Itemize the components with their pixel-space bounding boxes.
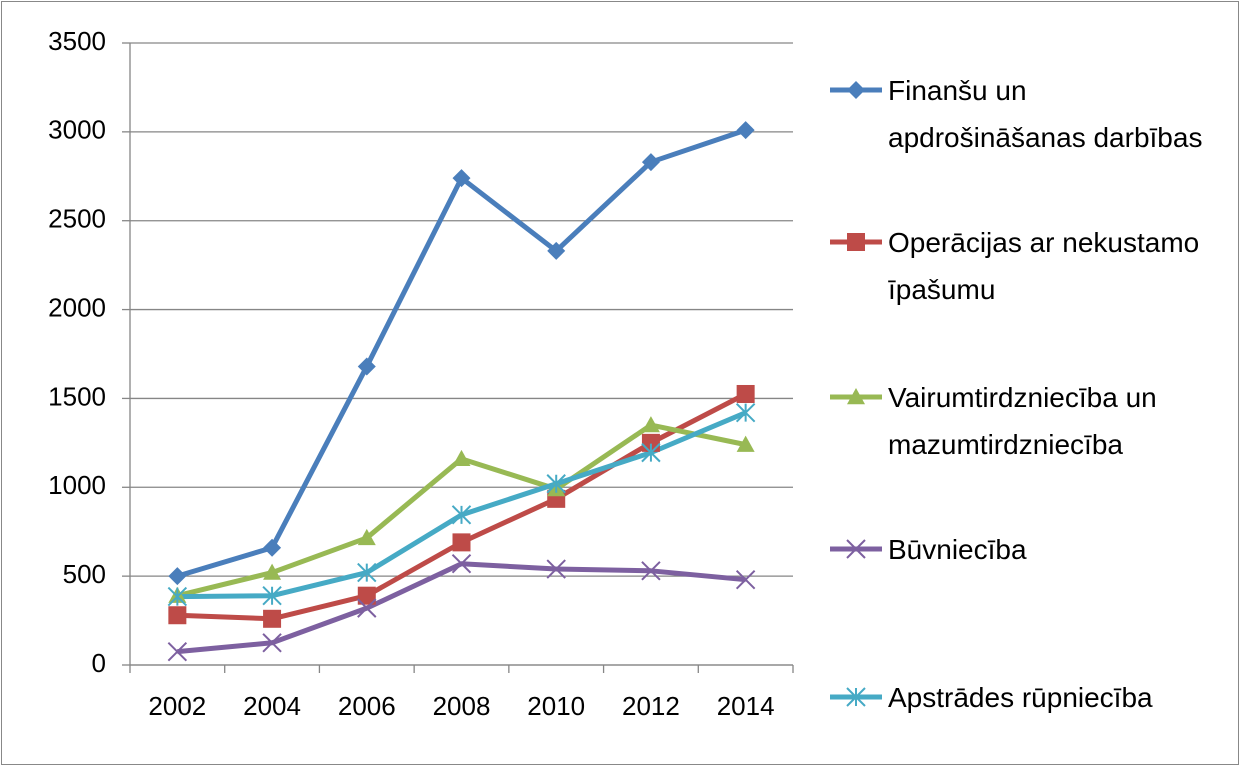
legend-label: Finanšu un apdrošināšanas darbības	[888, 74, 1203, 153]
marker	[641, 153, 660, 172]
marker	[451, 505, 472, 525]
marker-shape	[735, 402, 756, 423]
marker	[357, 528, 376, 546]
y-tick-label: 3500	[48, 26, 106, 56]
marker	[357, 586, 376, 605]
marker	[263, 609, 282, 628]
marker-shape	[546, 559, 566, 579]
marker-shape	[357, 357, 376, 376]
marker-shape	[641, 153, 660, 172]
marker-shape	[847, 81, 865, 99]
marker	[357, 562, 377, 583]
marker	[736, 384, 755, 403]
marker-shape	[357, 562, 377, 583]
legend-label: Apstrādes rūpniecība	[888, 681, 1153, 713]
marker-shape	[846, 539, 866, 559]
marker	[451, 553, 472, 574]
x-tick-label: 2014	[717, 691, 775, 721]
marker	[735, 402, 756, 423]
marker-shape	[451, 553, 472, 574]
marker-shape	[168, 606, 187, 625]
marker	[736, 121, 755, 140]
marker-shape	[262, 585, 282, 606]
x-tick-label: 2010	[527, 691, 585, 721]
marker	[452, 449, 471, 467]
legend-label: Būvniecība	[888, 533, 1027, 565]
marker-shape	[452, 449, 471, 467]
marker	[735, 569, 756, 590]
marker-shape	[847, 388, 865, 405]
marker-shape	[263, 563, 282, 580]
x-tick-label: 2002	[148, 691, 206, 721]
marker	[452, 169, 471, 188]
marker-shape	[263, 538, 282, 557]
y-tick-label: 0	[92, 648, 106, 678]
marker	[263, 563, 282, 580]
marker-shape	[452, 169, 471, 188]
marker-shape	[735, 569, 756, 590]
marker-shape	[641, 442, 661, 463]
y-tick-label: 2000	[48, 292, 106, 322]
marker	[452, 533, 471, 552]
marker-shape	[846, 687, 866, 707]
marker-shape	[736, 121, 755, 140]
marker-shape	[547, 241, 566, 260]
marker	[641, 442, 661, 463]
marker-shape	[546, 474, 566, 494]
marker-shape	[167, 641, 188, 662]
marker	[847, 81, 865, 99]
marker	[641, 561, 661, 581]
marker	[847, 388, 865, 405]
y-tick-label: 3000	[48, 115, 106, 145]
marker	[546, 559, 566, 579]
marker-shape	[736, 435, 755, 452]
marker-shape	[168, 567, 187, 586]
marker	[262, 585, 282, 606]
marker	[263, 538, 282, 557]
x-tick-label: 2012	[622, 691, 680, 721]
y-tick-label: 1000	[48, 470, 106, 500]
marker-shape	[357, 528, 376, 546]
marker	[262, 633, 282, 653]
marker-shape	[641, 561, 661, 581]
marker	[167, 586, 188, 607]
marker	[168, 606, 187, 625]
marker	[357, 357, 376, 376]
x-tick-label: 2006	[338, 691, 396, 721]
marker-shape	[357, 586, 376, 605]
marker	[846, 687, 866, 707]
marker-shape	[451, 505, 472, 525]
marker-shape	[452, 533, 471, 552]
marker-shape	[641, 416, 660, 433]
marker	[847, 233, 865, 251]
marker-shape	[262, 633, 282, 653]
marker	[547, 241, 566, 260]
legend-label: Operācijas ar nekustamo īpašumu	[888, 226, 1200, 305]
marker	[357, 598, 377, 618]
y-tick-label: 500	[63, 559, 106, 589]
y-tick-label: 2500	[48, 204, 106, 234]
marker	[736, 435, 755, 452]
marker	[641, 416, 660, 433]
marker-shape	[847, 233, 865, 251]
marker-shape	[263, 609, 282, 628]
y-tick-label: 1500	[48, 381, 106, 411]
x-tick-label: 2008	[433, 691, 491, 721]
x-tick-label: 2004	[243, 691, 301, 721]
marker-shape	[736, 384, 755, 403]
marker-shape	[357, 598, 377, 618]
legend-label: Vairumtirdzniecība un mazumtirdzniecība	[888, 381, 1157, 460]
marker	[167, 641, 188, 662]
marker	[168, 567, 187, 586]
marker-shape	[167, 586, 188, 607]
marker	[846, 539, 866, 559]
marker	[546, 474, 566, 494]
